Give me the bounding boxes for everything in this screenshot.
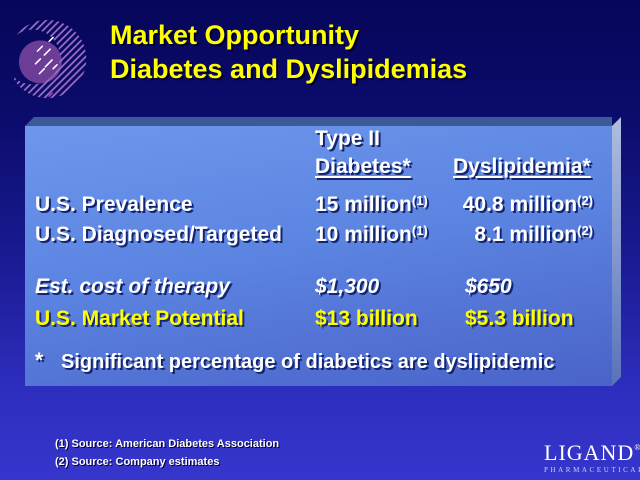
row-label: U.S. Diagnosed/Targeted — [35, 223, 282, 246]
table-row-market-potential: U.S. Market Potential $13 billion $5.3 b… — [25, 307, 621, 333]
slide-title-line2: Diabetes and Dyslipidemias — [110, 54, 468, 84]
panel-face — [25, 126, 612, 386]
row-label: U.S. Prevalence — [35, 193, 193, 216]
footnote-asterisk: * — [35, 349, 44, 372]
panel-top-bevel — [25, 117, 612, 126]
table-header-row: Type II Diabetes* Dyslipidemia* — [25, 125, 621, 181]
value-cell: $1,300 — [315, 275, 380, 298]
ligand-logo: LIGAND® PHARMACEUTICALS — [544, 437, 640, 475]
table-row-diagnosed: U.S. Diagnosed/Targeted 10 million(1) 8.… — [25, 223, 621, 249]
header-diabetes: Type II Diabetes* — [315, 125, 411, 181]
panel-right-bevel — [612, 117, 621, 386]
source-note-2: (2) Source: Company estimates — [55, 456, 220, 468]
table-row-cost: Est. cost of therapy $1,300 $650 — [25, 275, 621, 301]
footnote-ref: (1) — [411, 193, 428, 208]
value-cell: 15 million(1) — [315, 193, 428, 216]
table-row-prevalence: U.S. Prevalence 15 million(1) 40.8 milli… — [25, 193, 621, 219]
market-table-panel: Type II Diabetes* Dyslipidemia* U.S. Pre… — [25, 117, 621, 386]
registered-mark: ® — [634, 443, 640, 452]
value-cell: $13 billion — [315, 307, 418, 330]
ligand-wordmark: LIGAND® — [544, 440, 640, 465]
value-cell: $650 — [465, 275, 512, 298]
value-cell: 10 million(1) — [315, 223, 428, 246]
company-logo-icon — [14, 8, 102, 106]
source-note-1: (1) Source: American Diabetes Associatio… — [55, 438, 280, 450]
row-label: U.S. Market Potential — [35, 307, 244, 330]
value-cell: 40.8 million(2) — [462, 193, 593, 216]
footnote-text: Significant percentage of diabetics are … — [61, 351, 555, 373]
header-dyslipidemia: Dyslipidemia* — [453, 155, 591, 178]
slide-title: Market Opportunity Diabetes and Dyslipid… — [110, 18, 467, 86]
footnote-ref: (2) — [577, 223, 593, 238]
ligand-subtitle: PHARMACEUTICALS — [544, 466, 640, 474]
footnote-ref: (2) — [577, 193, 593, 208]
footnote-ref: (1) — [411, 223, 428, 238]
header-diabetes-line1: Type II — [315, 127, 380, 150]
table-footnote: * Significant percentage of diabetics ar… — [25, 349, 621, 375]
source-notes: (1) Source: American Diabetes Associatio… — [55, 435, 279, 471]
value-cell: 8.1 million(2) — [474, 223, 593, 246]
header-diabetes-line2: Diabetes* — [315, 155, 411, 178]
value-cell: $5.3 billion — [465, 307, 574, 330]
row-label: Est. cost of therapy — [35, 275, 230, 298]
slide-title-line1: Market Opportunity — [110, 20, 360, 50]
